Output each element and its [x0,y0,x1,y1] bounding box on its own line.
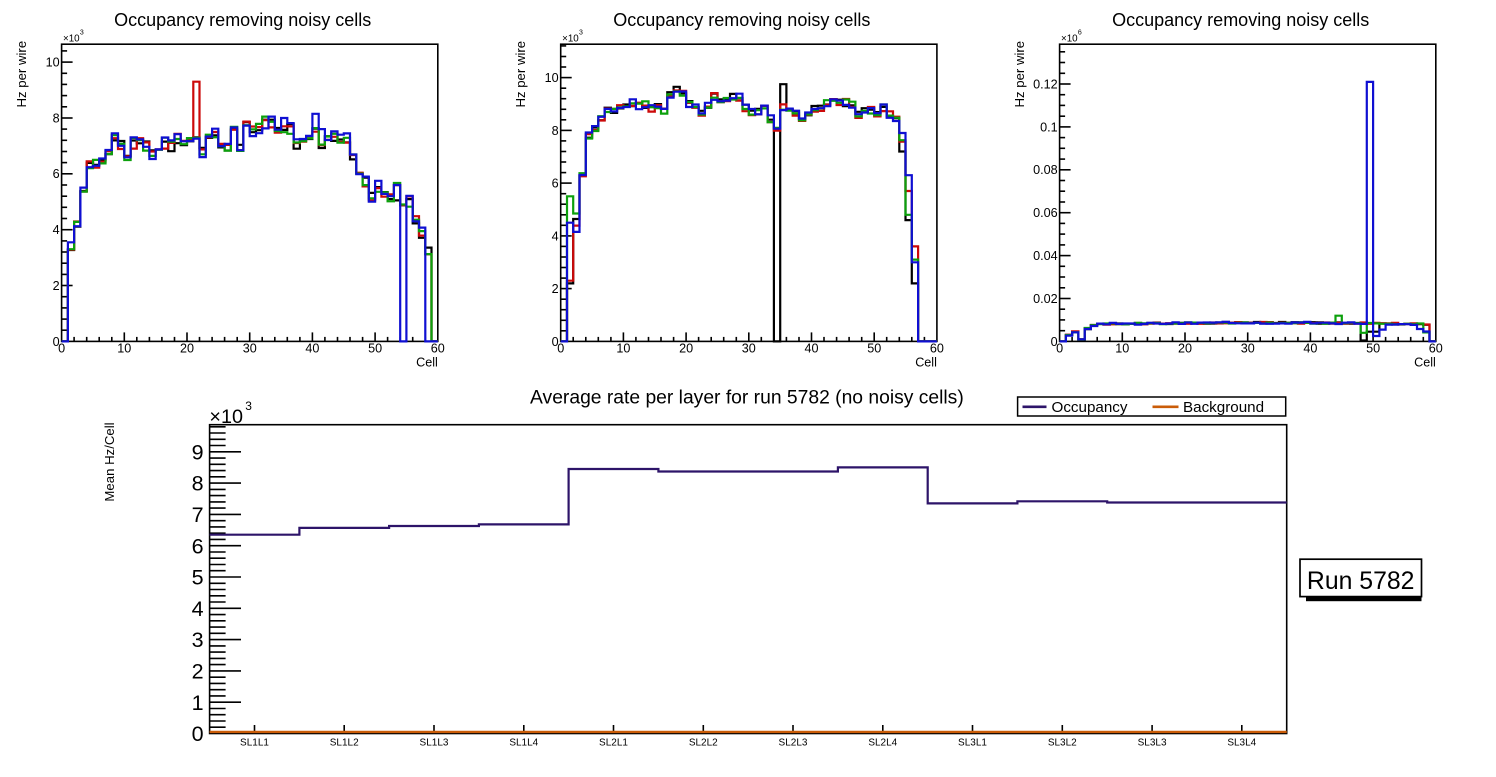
svg-text:Background: Background [1183,399,1264,416]
svg-text:60: 60 [930,342,944,356]
svg-text:6: 6 [53,167,60,181]
svg-text:Hz per wire: Hz per wire [14,41,29,108]
svg-text:4: 4 [552,229,559,243]
svg-text:2: 2 [192,660,204,684]
svg-text:4: 4 [192,597,204,621]
svg-text:Occupancy removing noisy cells: Occupancy removing noisy cells [114,10,371,30]
svg-text:Hz per wire: Hz per wire [513,41,528,108]
svg-text:SL2L4: SL2L4 [868,737,897,748]
svg-text:6: 6 [1078,30,1082,37]
svg-text:6: 6 [552,177,559,191]
svg-text:SL3L1: SL3L1 [958,737,987,748]
svg-text:0: 0 [192,722,204,746]
svg-text:0.1: 0.1 [1040,120,1058,134]
svg-text:3: 3 [192,628,204,652]
svg-text:0: 0 [58,342,65,356]
svg-text:8: 8 [53,111,60,125]
svg-text:20: 20 [679,342,693,356]
svg-text:×10: ×10 [209,406,243,428]
svg-text:3: 3 [245,399,252,413]
svg-text:SL1L3: SL1L3 [420,737,449,748]
svg-text:0.02: 0.02 [1033,292,1058,306]
svg-text:7: 7 [192,503,204,527]
svg-text:SL3L4: SL3L4 [1227,737,1256,748]
svg-text:SL2L2: SL2L2 [689,737,718,748]
svg-text:0.04: 0.04 [1033,249,1058,263]
svg-text:50: 50 [368,342,382,356]
svg-text:9: 9 [192,440,204,464]
svg-text:20: 20 [180,342,194,356]
svg-text:Occupancy removing noisy cells: Occupancy removing noisy cells [1112,10,1369,30]
svg-text:Cell: Cell [1414,356,1436,370]
svg-text:0: 0 [557,342,564,356]
svg-text:50: 50 [1366,342,1380,356]
svg-text:30: 30 [742,342,756,356]
svg-text:0: 0 [552,335,559,349]
svg-text:SL1L2: SL1L2 [330,737,359,748]
svg-text:SL3L2: SL3L2 [1048,737,1077,748]
svg-text:6: 6 [192,534,204,558]
svg-text:0.06: 0.06 [1033,206,1058,220]
svg-text:SL1L1: SL1L1 [240,737,269,748]
svg-text:Run 5782: Run 5782 [1307,568,1415,595]
svg-text:8: 8 [552,124,559,138]
svg-text:0.12: 0.12 [1033,77,1058,91]
svg-text:10: 10 [545,71,559,85]
svg-text:×10: ×10 [1061,34,1078,45]
svg-text:Average rate per layer for run: Average rate per layer for run 5782 (no … [530,388,964,409]
svg-text:2: 2 [53,279,60,293]
svg-text:0: 0 [1056,342,1063,356]
svg-text:0.08: 0.08 [1033,163,1058,177]
svg-text:60: 60 [1429,342,1443,356]
svg-text:5: 5 [192,566,204,590]
svg-text:1: 1 [192,691,204,715]
svg-text:30: 30 [1241,342,1255,356]
svg-text:4: 4 [53,223,60,237]
svg-text:Mean Hz/Cell: Mean Hz/Cell [102,422,117,501]
svg-text:10: 10 [1115,342,1129,356]
svg-text:20: 20 [1178,342,1192,356]
svg-text:Hz per wire: Hz per wire [1012,41,1027,108]
svg-text:SL3L3: SL3L3 [1138,737,1167,748]
svg-text:×10: ×10 [562,34,579,45]
svg-text:40: 40 [804,342,818,356]
svg-text:Occupancy removing noisy cells: Occupancy removing noisy cells [613,10,870,30]
svg-text:SL2L1: SL2L1 [599,737,628,748]
svg-text:30: 30 [243,342,257,356]
svg-text:3: 3 [80,30,84,37]
svg-text:SL2L3: SL2L3 [779,737,808,748]
svg-text:40: 40 [1303,342,1317,356]
svg-text:3: 3 [579,30,583,37]
svg-text:60: 60 [431,342,445,356]
svg-text:10: 10 [616,342,630,356]
svg-text:×10: ×10 [63,34,80,45]
svg-text:2: 2 [552,282,559,296]
svg-text:8: 8 [192,472,204,496]
svg-text:10: 10 [46,56,60,70]
svg-text:10: 10 [117,342,131,356]
svg-text:SL1L4: SL1L4 [509,737,538,748]
svg-text:0: 0 [1051,335,1058,349]
svg-text:40: 40 [305,342,319,356]
svg-text:0: 0 [53,335,60,349]
svg-text:Occupancy: Occupancy [1052,399,1128,416]
svg-text:50: 50 [867,342,881,356]
svg-text:Cell: Cell [416,356,438,370]
svg-text:Cell: Cell [915,356,937,370]
